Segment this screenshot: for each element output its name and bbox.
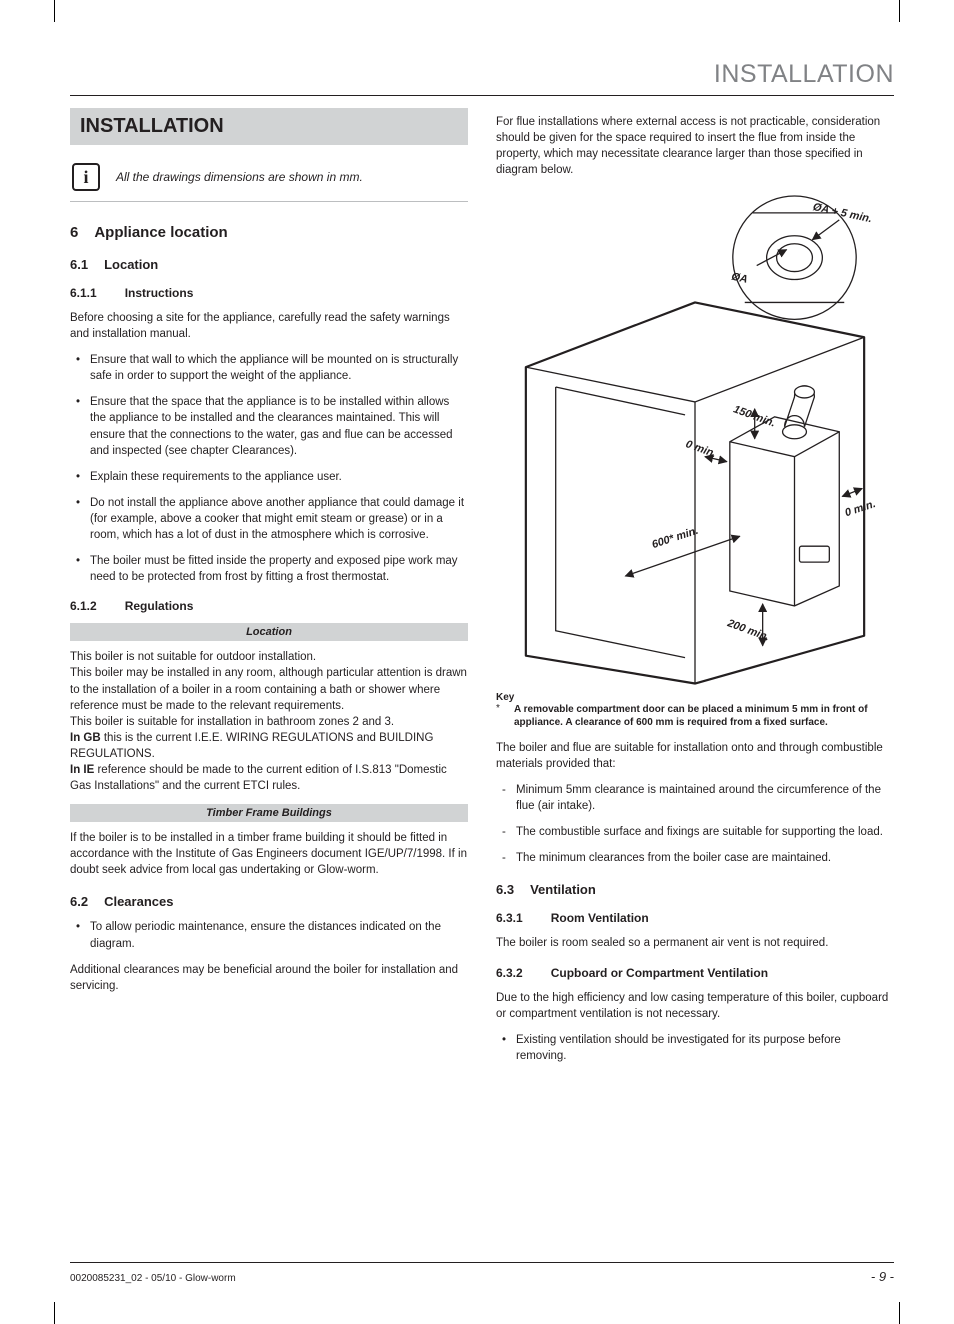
heading-6-1: 6.1 Location	[70, 257, 468, 272]
content-columns: INSTALLATION i All the drawings dimensio…	[70, 108, 894, 1074]
p-timber: If the boiler is to be installed in a ti…	[70, 830, 468, 878]
label-left: 0 min.	[684, 439, 718, 461]
p-location-1: This boiler is not suitable for outdoor …	[70, 649, 468, 665]
p-611-intro: Before choosing a site for the appliance…	[70, 310, 468, 342]
list-item: To allow periodic maintenance, ensure th…	[70, 919, 468, 951]
heading-6-1-2-title: Regulations	[125, 599, 194, 613]
footer-rule	[70, 1262, 894, 1263]
p-location-4: In GB this is the current I.E.E. WIRING …	[70, 730, 468, 762]
list-item: Minimum 5mm clearance is maintained arou…	[496, 782, 894, 814]
list-item: The minimum clearances from the boiler c…	[496, 850, 894, 866]
list-item: Existing ventilation should be investiga…	[496, 1032, 894, 1064]
heading-6-2-title: Clearances	[104, 894, 173, 909]
list-item: Ensure that wall to which the appliance …	[70, 352, 468, 384]
heading-6-1-1-title: Instructions	[125, 286, 194, 300]
header-title: INSTALLATION	[70, 60, 894, 95]
key-title: Key	[496, 692, 894, 703]
info-icon: i	[72, 163, 100, 191]
p-632: Due to the high efficiency and low casin…	[496, 990, 894, 1022]
page-header: INSTALLATION	[70, 60, 894, 96]
heading-6-3-1: 6.3.1 Room Ventilation	[496, 911, 894, 925]
left-column: INSTALLATION i All the drawings dimensio…	[70, 108, 468, 1074]
list-item: Do not install the appliance above anoth…	[70, 495, 468, 543]
subhead-timber: Timber Frame Buildings	[70, 804, 468, 822]
heading-6-3: 6.3 Ventilation	[496, 882, 894, 897]
heading-6-1-num: 6.1	[70, 257, 88, 272]
dashes-combust: Minimum 5mm clearance is maintained arou…	[496, 782, 894, 866]
footer-ref: 0020085231_02 - 05/10 - Glow-worm	[70, 1273, 236, 1284]
heading-6-3-2-title: Cupboard or Compartment Ventilation	[551, 966, 768, 980]
heading-6: 6 Appliance location	[70, 224, 468, 241]
right-column: For flue installations where external ac…	[496, 108, 894, 1074]
label-front: 600* min.	[650, 525, 699, 551]
heading-6-2-num: 6.2	[70, 894, 88, 909]
heading-6-3-title: Ventilation	[530, 882, 596, 897]
heading-6-1-1: 6.1.1 Instructions	[70, 286, 468, 300]
heading-6-3-1-title: Room Ventilation	[551, 911, 649, 925]
header-rule	[70, 95, 894, 96]
heading-6-1-1-num: 6.1.1	[70, 286, 97, 300]
heading-6-3-1-num: 6.3.1	[496, 911, 523, 925]
bullets-611: Ensure that wall to which the appliance …	[70, 352, 468, 585]
heading-6-3-num: 6.3	[496, 882, 514, 897]
heading-6-title: Appliance location	[94, 224, 227, 241]
list-item: The boiler must be fitted inside the pro…	[70, 553, 468, 585]
heading-6-3-2-num: 6.3.2	[496, 966, 523, 980]
p-62-extra: Additional clearances may be beneficial …	[70, 962, 468, 994]
heading-6-1-2-num: 6.1.2	[70, 599, 97, 613]
p-631: The boiler is room sealed so a permanent…	[496, 935, 894, 951]
bullets-62: To allow periodic maintenance, ensure th…	[70, 919, 468, 951]
list-item: The combustible surface and fixings are …	[496, 824, 894, 840]
heading-6-2: 6.2 Clearances	[70, 894, 468, 909]
key-text: A removable compartment door can be plac…	[514, 703, 894, 730]
clearance-diagram-svg: ØA + 5 min. ØA 150 min. 0 min	[496, 188, 894, 686]
key-asterisk: *	[496, 703, 502, 730]
subhead-location: Location	[70, 623, 468, 641]
label-bottom: 200 min.	[725, 617, 771, 644]
label-right: 0 min.	[843, 498, 877, 519]
heading-6-3-2: 6.3.2 Cupboard or Compartment Ventilatio…	[496, 966, 894, 980]
p-location-3: This boiler is suitable for installation…	[70, 714, 468, 730]
p-combust: The boiler and flue are suitable for ins…	[496, 740, 894, 772]
p-right-intro: For flue installations where external ac…	[496, 114, 894, 178]
heading-6-num: 6	[70, 224, 78, 241]
bullets-632: Existing ventilation should be investiga…	[496, 1032, 894, 1064]
info-note-box: i All the drawings dimensions are shown …	[70, 155, 468, 202]
p-location-2: This boiler may be installed in any room…	[70, 665, 468, 713]
section-heading: INSTALLATION	[70, 108, 468, 145]
label-flue-inner: ØA	[730, 271, 749, 286]
p-location-5: In IE reference should be made to the cu…	[70, 762, 468, 794]
list-item: Explain these requirements to the applia…	[70, 469, 468, 485]
clearance-diagram: ØA + 5 min. ØA 150 min. 0 min	[496, 188, 894, 686]
page-footer: 0020085231_02 - 05/10 - Glow-worm - 9 -	[70, 1262, 894, 1284]
diagram-key: Key * A removable compartment door can b…	[496, 692, 894, 730]
list-item: Ensure that the space that the appliance…	[70, 394, 468, 458]
info-note-text: All the drawings dimensions are shown in…	[116, 169, 363, 186]
heading-6-1-2: 6.1.2 Regulations	[70, 599, 468, 613]
page-number: - 9 -	[871, 1269, 894, 1284]
heading-6-1-title: Location	[104, 257, 158, 272]
